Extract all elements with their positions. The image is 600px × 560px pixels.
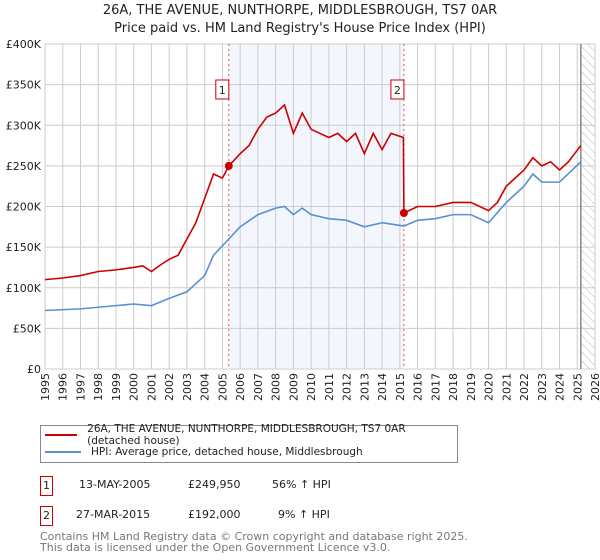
- x-tick-label: 1999: [110, 373, 123, 401]
- hpi-series-line: [44, 161, 582, 312]
- x-tick-label: 2008: [270, 373, 283, 401]
- transaction-date: 27-MAR-2015: [76, 508, 151, 521]
- x-tick-label: 2005: [216, 373, 229, 401]
- x-tick-label: 2010: [305, 373, 318, 401]
- y-tick-label: £200K: [6, 201, 42, 214]
- red-line-swatch: [45, 433, 78, 436]
- x-tick-label: 2003: [181, 373, 194, 401]
- footer: Contains HM Land Registry data © Crown c…: [40, 531, 468, 553]
- footer-line: This data is licensed under the Open Gov…: [40, 541, 391, 554]
- x-tick-label: 2025: [571, 373, 584, 401]
- y-tick-label: £400K: [6, 38, 42, 51]
- annotation-label: 2: [394, 84, 401, 97]
- x-tick-label: 2020: [483, 373, 496, 401]
- y-tick-label: £350K: [6, 79, 42, 92]
- x-tick-label: 2006: [234, 373, 247, 401]
- x-tick-label: 2007: [252, 373, 265, 401]
- transaction-row: 2 27-MAR-2015 £192,000 9% ↑ HPI: [40, 506, 340, 526]
- x-tick-label: 2000: [128, 373, 141, 401]
- sale-point: [224, 161, 233, 170]
- legend-item-property: 26A, THE AVENUE, NUNTHORPE, MIDDLESBROUG…: [41, 423, 457, 447]
- x-tick-label: 2001: [145, 373, 158, 401]
- x-tick-label: 1997: [74, 373, 87, 401]
- x-tick-label: 2019: [465, 373, 478, 401]
- annotation-box: [390, 79, 405, 100]
- x-tick-label: 2002: [163, 373, 176, 401]
- y-tick-label: £100K: [6, 282, 42, 295]
- annotation-label: 1: [219, 84, 226, 97]
- x-tick-label: 2021: [500, 373, 513, 401]
- annotation-box: [215, 79, 230, 100]
- y-tick-label: £250K: [6, 160, 42, 173]
- x-tick-label: 2016: [412, 373, 425, 401]
- x-tick-label: 2009: [287, 373, 300, 401]
- legend-item-hpi: HPI: Average price, detached house, Midd…: [41, 443, 457, 460]
- x-tick-label: 2004: [199, 373, 212, 401]
- subtitle-line: Price paid vs. HM Land Registry's House …: [114, 21, 486, 36]
- x-tick-label: 2014: [376, 373, 389, 401]
- transaction-hpi: 9% ↑ HPI: [278, 508, 330, 521]
- footer-line: Contains HM Land Registry data © Crown c…: [40, 530, 468, 543]
- y-tick-label: £50K: [13, 322, 42, 335]
- x-tick-label: 2024: [554, 373, 567, 401]
- transaction-price: £192,000: [188, 508, 241, 521]
- marker-badge: 1: [40, 476, 53, 496]
- legend: 26A, THE AVENUE, NUNTHORPE, MIDDLESBROUG…: [40, 423, 458, 463]
- x-tick-label: 2023: [536, 373, 549, 401]
- x-tick-label: 2013: [358, 373, 371, 401]
- x-tick-label: 2015: [394, 373, 407, 401]
- x-tick-label: 2018: [447, 373, 460, 401]
- transaction-date: 13-MAY-2005: [79, 478, 151, 491]
- y-tick-label: £150K: [6, 241, 42, 254]
- transaction-hpi: 56% ↑ HPI: [272, 478, 331, 491]
- title-line: 26A, THE AVENUE, NUNTHORPE, MIDDLESBROUG…: [102, 3, 498, 18]
- marker-badge: 2: [40, 506, 53, 526]
- sale-point: [399, 209, 408, 217]
- transaction-row: 1 13-MAY-2005 £249,950 56% ↑ HPI: [40, 476, 340, 496]
- y-tick-label: £300K: [6, 119, 42, 132]
- x-tick-label: 2017: [429, 373, 442, 401]
- transaction-price: £249,950: [188, 478, 241, 491]
- x-tick-label: 1995: [39, 373, 52, 401]
- blue-line-swatch: [45, 450, 81, 453]
- price-chart: 1995 1996 1997 1998 1999 2000 2001 2002 2003 2004…: [6, 38, 600, 401]
- legend-label: HPI: Average price, detached house, Midd…: [91, 445, 363, 458]
- x-tick-label: 1996: [57, 373, 70, 401]
- x-tick-label: 2011: [323, 373, 336, 401]
- legend-label: 26A, THE AVENUE, NUNTHORPE, MIDDLESBROUG…: [87, 422, 406, 447]
- x-tick-label: 2012: [341, 373, 354, 401]
- chart-title: 26A, THE AVENUE, NUNTHORPE, MIDDLESBROUG…: [0, 2, 600, 38]
- x-tick-label: 2026: [589, 373, 600, 401]
- x-tick-label: 2022: [518, 373, 531, 401]
- price-series-line: [44, 103, 582, 281]
- x-tick-label: 1998: [92, 373, 105, 401]
- y-tick-label: £0: [27, 363, 41, 376]
